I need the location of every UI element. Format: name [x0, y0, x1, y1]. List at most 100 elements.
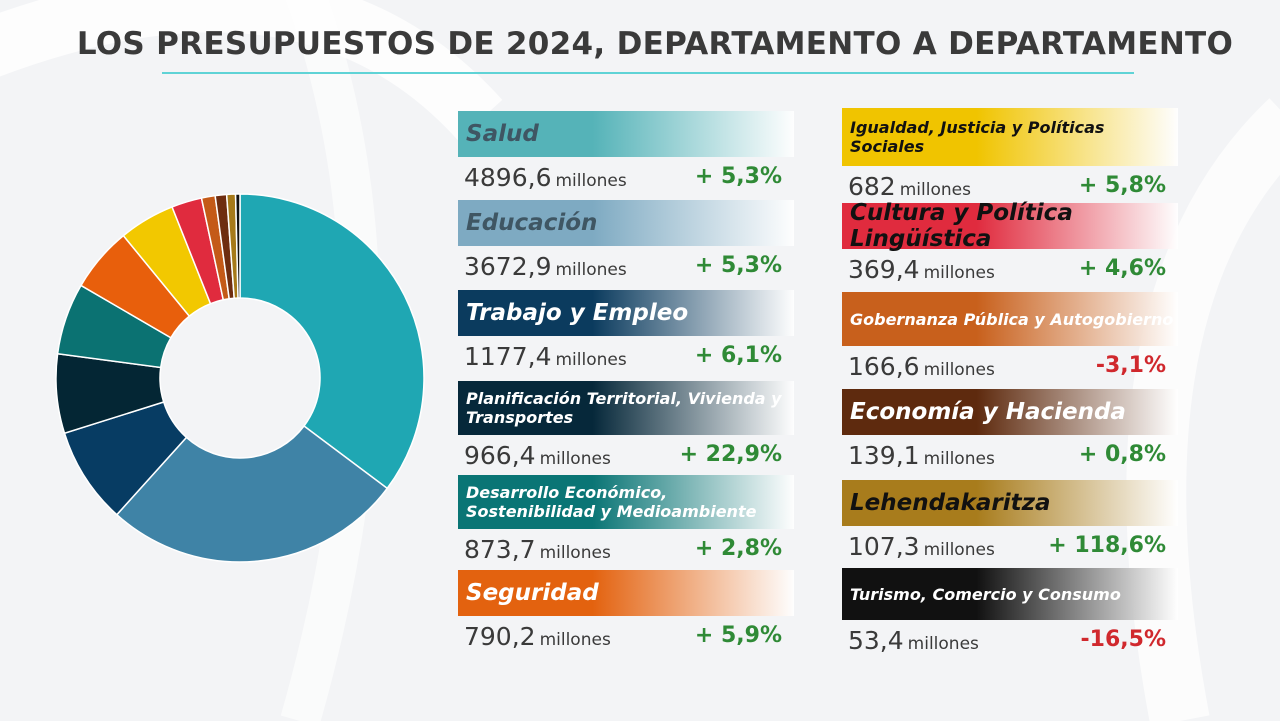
- budget-amount: 3672,9: [464, 252, 552, 281]
- donut-slice-2: [115, 424, 389, 563]
- department-value-row: 873,7 millones + 2,8%: [458, 529, 794, 573]
- department-value-row: 369,4 millones + 4,6%: [842, 249, 1178, 293]
- department-name: Educación: [466, 210, 598, 236]
- budget-unit: millones: [899, 180, 971, 200]
- department-card: Economía y Hacienda 139,1 millones + 0,8%: [842, 389, 1178, 479]
- department-name: Desarrollo Económico, Sostenibilidad y M…: [466, 483, 757, 521]
- department-name: Seguridad: [466, 580, 599, 606]
- budget-unit: millones: [907, 634, 979, 654]
- department-card: Gobernanza Pública y Autogobierno 166,6 mi…: [842, 292, 1178, 390]
- department-name: Turismo, Comercio y Consumo: [850, 584, 1121, 604]
- department-name: Lehendakaritza: [850, 490, 1051, 516]
- change-percent: -3,1%: [1095, 353, 1166, 378]
- department-band: Educación: [458, 200, 794, 246]
- page-title: LOS PRESUPUESTOS DE 2024, DEPARTAMENTO A…: [76, 26, 1234, 62]
- budget-amount: 166,6: [848, 352, 920, 381]
- budget-value: 1177,4 millones: [464, 342, 627, 371]
- budget-value: 139,1 millones: [848, 441, 995, 470]
- change-percent: + 5,3%: [694, 253, 782, 278]
- department-card: Trabajo y Empleo 1177,4 millones + 6,1%: [458, 290, 794, 380]
- department-card: Educación 3672,9 millones + 5,3%: [458, 200, 794, 290]
- budget-unit: millones: [555, 171, 627, 191]
- department-value-row: 139,1 millones + 0,8%: [842, 435, 1178, 479]
- department-name: Salud: [466, 121, 539, 147]
- department-card: Igualdad, Justicia y Políticas Sociales 6…: [842, 108, 1178, 210]
- change-percent: + 118,6%: [1048, 533, 1166, 558]
- change-percent: -16,5%: [1080, 627, 1166, 652]
- title-underline: [162, 72, 1134, 74]
- budget-value: 3672,9 millones: [464, 252, 627, 281]
- budget-value: 107,3 millones: [848, 532, 995, 561]
- budget-value: 790,2 millones: [464, 622, 611, 651]
- department-value-row: 166,6 millones -3,1%: [842, 346, 1178, 390]
- department-name: Economía y Hacienda: [850, 399, 1126, 425]
- department-name: Igualdad, Justicia y Políticas Sociales: [850, 118, 1105, 156]
- department-value-row: 682 millones + 5,8%: [842, 166, 1178, 210]
- department-card: Seguridad 790,2 millones + 5,9%: [458, 570, 794, 660]
- budget-value: 369,4 millones: [848, 255, 995, 284]
- budget-value: 966,4 millones: [464, 441, 611, 470]
- department-card: Lehendakaritza 107,3 millones + 118,6%: [842, 480, 1178, 570]
- department-card: Turismo, Comercio y Consumo 53,4 millones -…: [842, 568, 1178, 664]
- budget-unit: millones: [923, 263, 995, 283]
- donut-chart: [55, 193, 425, 563]
- department-card: Planificación Territorial, Vivienda y Tr…: [458, 381, 794, 479]
- budget-value: 682 millones: [848, 172, 971, 201]
- department-band: Turismo, Comercio y Consumo: [842, 568, 1178, 620]
- budget-amount: 966,4: [464, 441, 536, 470]
- department-band: Trabajo y Empleo: [458, 290, 794, 336]
- department-value-row: 966,4 millones + 22,9%: [458, 435, 794, 479]
- budget-amount: 873,7: [464, 535, 536, 564]
- department-band: Salud: [458, 111, 794, 157]
- department-value-row: 107,3 millones + 118,6%: [842, 526, 1178, 570]
- budget-unit: millones: [923, 540, 995, 560]
- budget-value: 166,6 millones: [848, 352, 995, 381]
- department-card: Desarrollo Económico, Sostenibilidad y M…: [458, 475, 794, 573]
- department-band: Igualdad, Justicia y Políticas Sociales: [842, 108, 1178, 166]
- budget-unit: millones: [539, 630, 611, 650]
- department-card: Cultura y Política Lingüística 369,4 millo…: [842, 200, 1178, 293]
- change-percent: + 2,8%: [694, 536, 782, 561]
- donut-slice-1: [239, 193, 425, 490]
- change-percent: + 0,8%: [1078, 442, 1166, 467]
- department-band: Cultura y Política Lingüística: [842, 200, 1178, 252]
- donut-slice-12: [234, 193, 241, 299]
- department-band: Planificación Territorial, Vivienda y Tr…: [458, 381, 794, 435]
- budget-unit: millones: [539, 543, 611, 563]
- department-name: Cultura y Política Lingüística: [850, 200, 1073, 252]
- budget-amount: 4896,6: [464, 163, 552, 192]
- budget-unit: millones: [555, 350, 627, 370]
- budget-amount: 682: [848, 172, 896, 201]
- department-name: Trabajo y Empleo: [466, 300, 689, 326]
- budget-unit: millones: [539, 449, 611, 469]
- budget-amount: 369,4: [848, 255, 920, 284]
- change-percent: + 5,8%: [1078, 173, 1166, 198]
- budget-amount: 139,1: [848, 441, 920, 470]
- department-name: Planificación Territorial, Vivienda y Tr…: [466, 389, 782, 427]
- budget-amount: 790,2: [464, 622, 536, 651]
- department-value-row: 53,4 millones -16,5%: [842, 620, 1178, 664]
- change-percent: + 4,6%: [1078, 256, 1166, 281]
- budget-unit: millones: [923, 449, 995, 469]
- budget-value: 4896,6 millones: [464, 163, 627, 192]
- department-value-row: 4896,6 millones + 5,3%: [458, 157, 794, 201]
- change-percent: + 22,9%: [679, 442, 782, 467]
- department-value-row: 1177,4 millones + 6,1%: [458, 336, 794, 380]
- budget-unit: millones: [555, 260, 627, 280]
- budget-unit: millones: [923, 360, 995, 380]
- budget-value: 873,7 millones: [464, 535, 611, 564]
- department-band: Desarrollo Económico, Sostenibilidad y M…: [458, 475, 794, 529]
- budget-amount: 107,3: [848, 532, 920, 561]
- budget-amount: 53,4: [848, 626, 904, 655]
- budget-value: 53,4 millones: [848, 626, 979, 655]
- department-card: Salud 4896,6 millones + 5,3%: [458, 111, 794, 201]
- department-band: Lehendakaritza: [842, 480, 1178, 526]
- change-percent: + 5,9%: [694, 623, 782, 648]
- change-percent: + 5,3%: [694, 164, 782, 189]
- department-band: Gobernanza Pública y Autogobierno: [842, 292, 1178, 346]
- department-value-row: 3672,9 millones + 5,3%: [458, 246, 794, 290]
- change-percent: + 6,1%: [694, 343, 782, 368]
- department-band: Seguridad: [458, 570, 794, 616]
- department-band: Economía y Hacienda: [842, 389, 1178, 435]
- budget-amount: 1177,4: [464, 342, 552, 371]
